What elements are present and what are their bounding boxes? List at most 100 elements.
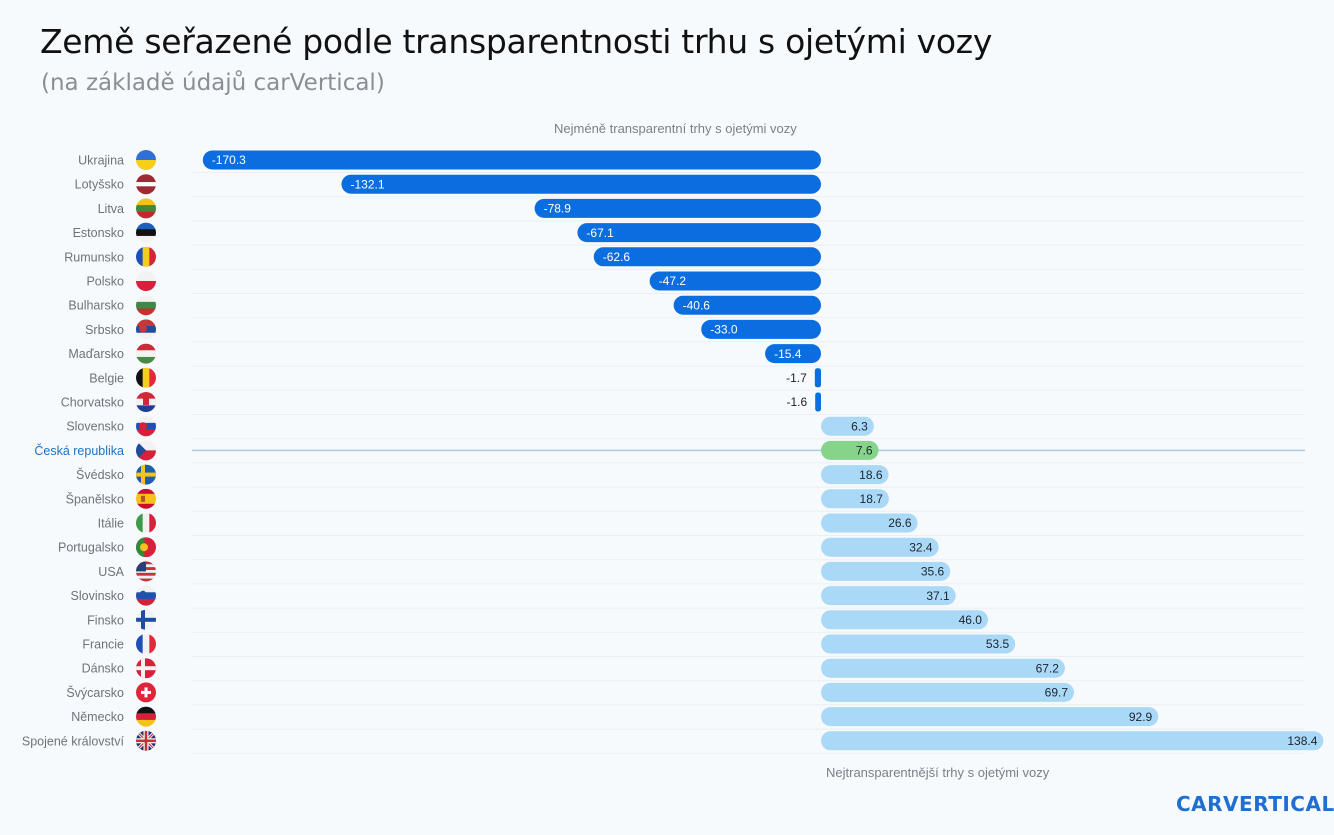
bar xyxy=(765,344,821,364)
flag-icon-cz xyxy=(136,440,156,461)
country-label: Finsko xyxy=(87,613,124,627)
value-label: 46.0 xyxy=(959,613,983,627)
flag-icon-pt xyxy=(136,537,156,558)
flag-icon-lv xyxy=(136,174,156,195)
bar xyxy=(701,319,821,339)
bar xyxy=(821,537,939,557)
country-label: Litva xyxy=(98,202,124,216)
value-label: -170.3 xyxy=(212,153,246,167)
flag-icon-hu xyxy=(136,343,156,364)
value-label: 32.4 xyxy=(909,540,933,554)
note-most-transparent: Nejtransparentnější trhy s ojetými vozy xyxy=(826,765,1050,780)
bar xyxy=(815,392,821,412)
value-label: -132.1 xyxy=(350,177,384,191)
bar xyxy=(673,295,821,315)
bar xyxy=(821,634,1016,654)
flag-icon-de xyxy=(136,706,156,727)
bar xyxy=(821,489,889,509)
bar xyxy=(821,465,889,485)
value-label: -78.9 xyxy=(544,202,572,216)
country-label: Slovensko xyxy=(66,420,124,434)
chart-title: Země seřazené podle transparentnosti trh… xyxy=(40,22,993,61)
flag-icon-ch xyxy=(136,682,156,703)
chart-subtitle: (na základě údajů carVertical) xyxy=(41,70,385,96)
note-least-transparent: Nejméně transparentní trhy s ojetými voz… xyxy=(554,121,797,136)
bar xyxy=(577,223,821,243)
value-label: -62.6 xyxy=(603,250,631,264)
value-label: 37.1 xyxy=(926,589,950,603)
flag-icon-ro xyxy=(136,246,156,267)
country-label: Německo xyxy=(71,710,124,724)
value-label: -67.1 xyxy=(586,226,614,240)
country-label: Maďarsko xyxy=(68,347,124,361)
value-label: 53.5 xyxy=(986,637,1010,651)
flag-icon-se xyxy=(136,464,156,485)
bar xyxy=(821,707,1159,727)
country-label: Srbsko xyxy=(85,323,124,337)
value-label: 6.3 xyxy=(851,419,868,433)
value-label: 92.9 xyxy=(1129,710,1153,724)
bar xyxy=(649,271,821,291)
flag-icon-pl xyxy=(136,271,156,291)
value-label: -47.2 xyxy=(659,274,687,288)
value-label: 35.6 xyxy=(921,565,945,579)
bar xyxy=(821,440,879,460)
country-label: Česká republika xyxy=(34,443,124,458)
country-label: Chorvatsko xyxy=(61,396,124,410)
bar xyxy=(202,150,821,170)
flag-icon-be xyxy=(136,367,156,388)
country-label: USA xyxy=(98,565,124,579)
country-label: Portugalsko xyxy=(58,541,124,555)
carvertical-logo: CARVERTICAL xyxy=(1176,792,1334,816)
flag-icon-fi xyxy=(136,609,156,630)
country-label: Dánsko xyxy=(82,662,124,676)
bar xyxy=(821,586,956,606)
country-label: Bulharsko xyxy=(68,299,124,313)
flag-icon-bg xyxy=(136,295,156,316)
country-label: Belgie xyxy=(89,371,124,385)
country-label: Polsko xyxy=(86,275,124,289)
bar xyxy=(593,247,821,267)
value-label: 18.7 xyxy=(860,492,884,506)
country-label: Rumunsko xyxy=(64,250,124,264)
bar xyxy=(821,658,1065,678)
bar xyxy=(341,174,821,194)
flag-icon-ua xyxy=(136,150,156,170)
value-label: -1.7 xyxy=(786,371,807,385)
country-label: Itálie xyxy=(98,517,124,531)
country-label: Estonsko xyxy=(73,226,124,240)
country-label: Španělsko xyxy=(66,491,124,506)
flag-icon-si xyxy=(136,585,156,606)
country-label: Ukrajina xyxy=(78,154,124,168)
bar xyxy=(821,610,988,630)
value-label: 7.6 xyxy=(856,444,873,458)
bar xyxy=(821,561,951,581)
flag-icon-fr xyxy=(136,634,156,654)
flag-icon-es xyxy=(136,488,156,509)
flag-icon-it xyxy=(136,513,156,533)
country-label: Švýcarsko xyxy=(66,685,124,700)
bar xyxy=(821,682,1075,702)
bar xyxy=(821,513,918,533)
value-label: -15.4 xyxy=(774,347,802,361)
value-label: -33.0 xyxy=(710,323,738,337)
bar xyxy=(534,198,821,218)
value-label: -40.6 xyxy=(683,298,711,312)
country-label: Švédsko xyxy=(76,467,124,482)
flag-icon-hr xyxy=(136,392,156,412)
value-label: 69.7 xyxy=(1045,686,1069,700)
flag-icon-sk xyxy=(136,416,156,437)
country-label: Francie xyxy=(82,638,124,652)
flag-icon-rs xyxy=(136,319,156,340)
value-label: -1.6 xyxy=(787,395,808,409)
country-label: Spojené království xyxy=(22,734,125,748)
flag-icon-us xyxy=(136,561,156,582)
bar xyxy=(821,731,1324,751)
flag-icon-gb xyxy=(136,730,156,751)
country-label: Slovinsko xyxy=(71,589,125,603)
value-label: 138.4 xyxy=(1287,734,1317,748)
flag-icon-dk xyxy=(136,658,156,679)
bar xyxy=(821,416,874,436)
value-label: 67.2 xyxy=(1036,661,1060,675)
